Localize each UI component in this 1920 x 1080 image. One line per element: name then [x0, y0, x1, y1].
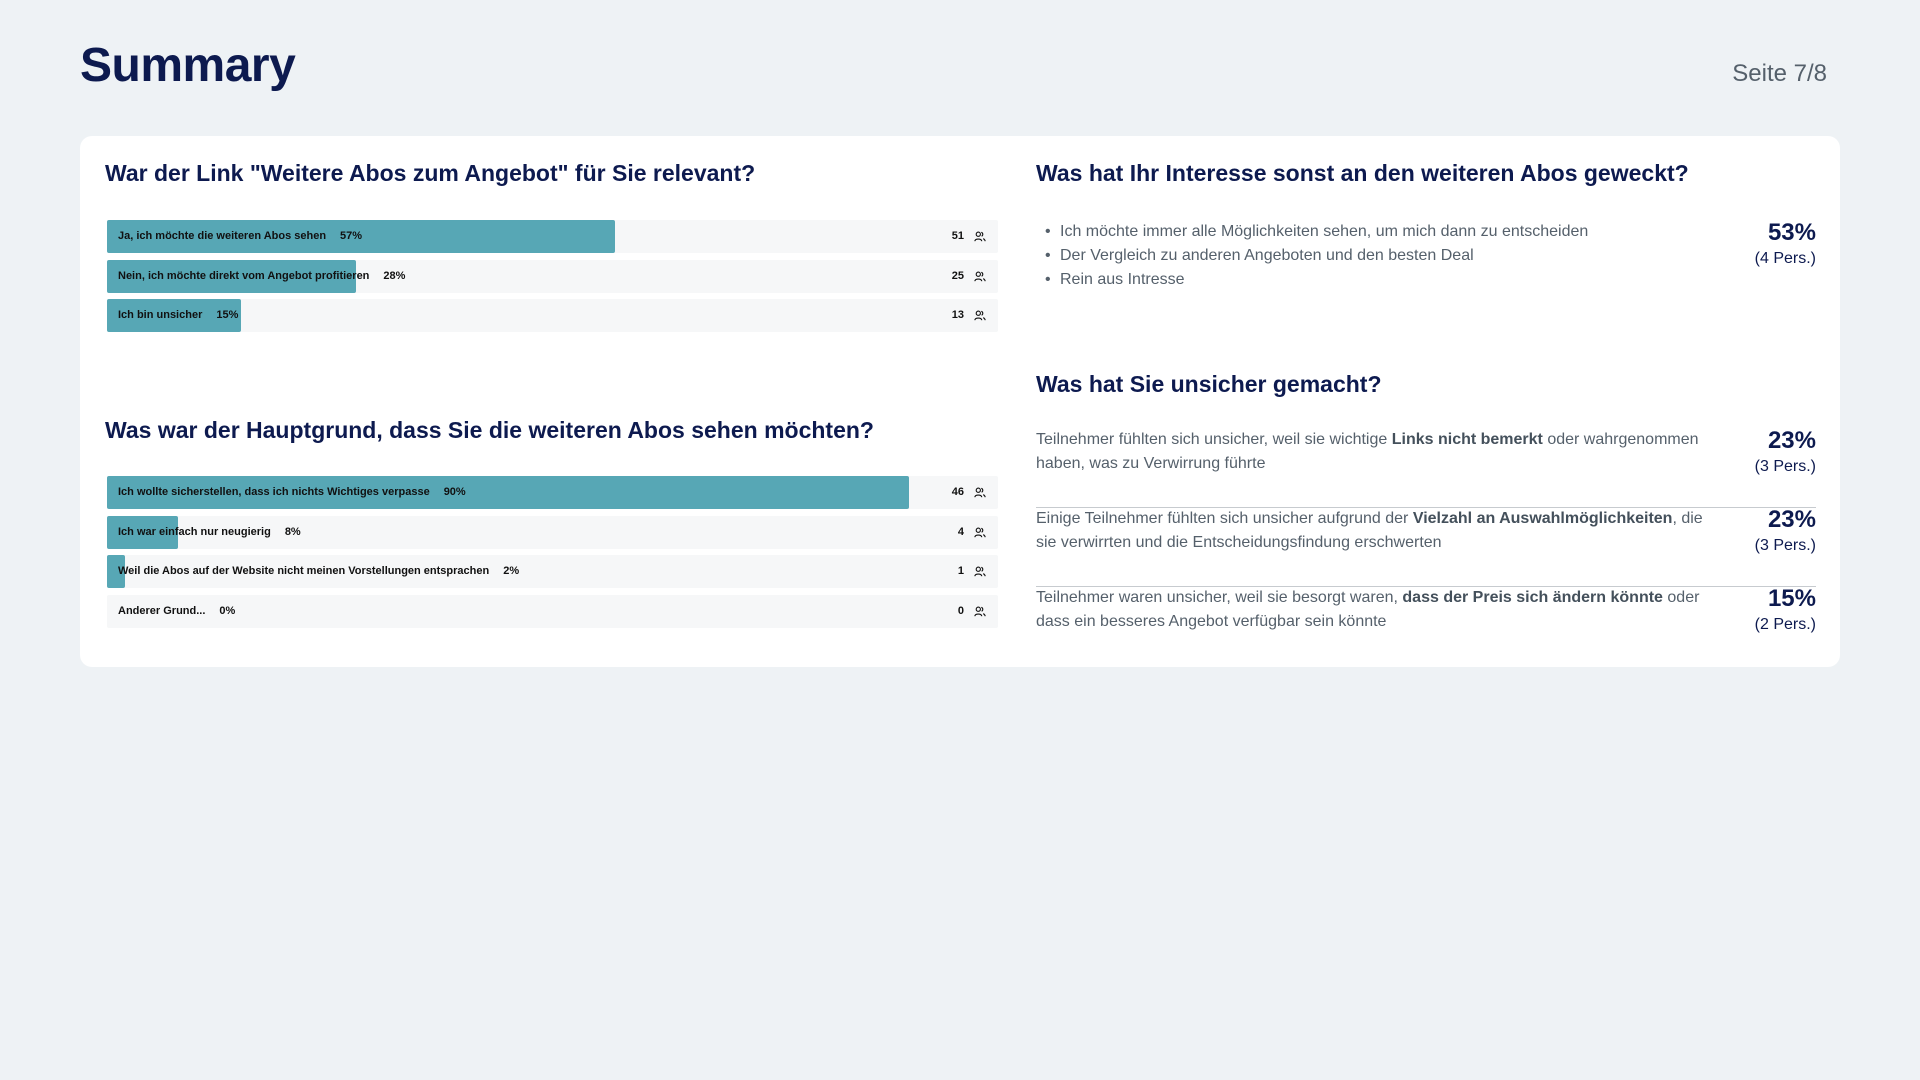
bar	[107, 220, 615, 253]
people-icon	[974, 566, 986, 577]
bar-count-label: 0	[957, 604, 964, 617]
bar-count-label: 51	[951, 230, 964, 242]
bar-percent-label: 2%	[503, 565, 520, 577]
question-interest-title: Was hat Ihr Interesse sonst an den weite…	[1036, 160, 1689, 186]
bar-label: Weil die Abos auf der Website nicht mein…	[118, 555, 519, 588]
reason-persons: (3 Pers.)	[1754, 537, 1816, 554]
interest-list-item: Ich möchte immer alle Möglichkeiten sehe…	[1036, 220, 1736, 244]
uncertain-reason: Teilnehmer fühlten sich unsicher, weil s…	[1036, 426, 1816, 508]
people-icon	[974, 310, 986, 321]
reason-stat: 23% (3 Pers.)	[1755, 505, 1816, 557]
interest-list-item: Der Vergleich zu anderen Angeboten und d…	[1036, 244, 1736, 268]
reason-persons: (3 Pers.)	[1754, 458, 1816, 475]
page-title: Summary	[80, 39, 296, 92]
reason-text: Teilnehmer fühlten sich unsicher, weil s…	[1036, 428, 1726, 476]
interest-persons: (4 Pers.)	[1754, 250, 1816, 267]
bar-percent-label: 15%	[216, 309, 239, 321]
main-reason-bar-chart: Ich wollte sicherstellen, dass ich nicht…	[107, 476, 998, 634]
page-number: Seite 7/8	[1732, 60, 1827, 87]
bar-count-label: 46	[951, 486, 964, 498]
bar-row: Nein, ich möchte direkt vom Angebot prof…	[107, 259, 998, 293]
bar-count-label: 13	[951, 309, 964, 321]
link-relevant-bar-chart: Ja, ich möchte die weiteren Abos sehen 57…	[107, 220, 998, 339]
people-icon	[974, 487, 986, 498]
question-uncertain-title: Was hat Sie unsicher gemacht?	[1036, 371, 1382, 397]
people-icon	[974, 271, 986, 282]
reason-persons: (2 Pers.)	[1754, 616, 1816, 633]
bar	[107, 476, 909, 509]
people-icon	[974, 606, 986, 617]
bar-label: Ich wollte sicherstellen, dass ich nicht…	[118, 476, 466, 509]
bar	[107, 555, 125, 588]
bar-category-label: Ich wollte sicherstellen, dass ich nicht…	[118, 486, 430, 498]
bar-category-label: Nein, ich möchte direkt vom Angebot prof…	[118, 269, 370, 282]
reason-text-pre: Einige Teilnehmer fühlten sich unsicher …	[1036, 510, 1413, 527]
reason-text-pre: Teilnehmer fühlten sich unsicher, weil s…	[1036, 431, 1392, 448]
bar-label: Ja, ich möchte die weiteren Abos sehen 57…	[118, 220, 362, 253]
bar-percent-label: 90%	[443, 486, 466, 498]
people-icon	[974, 231, 986, 242]
question-main-reason-title: Was war der Hauptgrund, dass Sie die wei…	[105, 417, 874, 443]
bar-label: Ich war einfach nur neugierig 8%	[118, 516, 301, 549]
bar-label: Anderer Grund... 0%	[118, 595, 235, 628]
reason-percent: 15%	[1767, 585, 1816, 612]
bar	[107, 515, 179, 549]
bar-label: Ich bin unsicher 15%	[118, 299, 238, 332]
bar-row: Ja, ich möchte die weiteren Abos sehen 57…	[107, 220, 998, 253]
interest-list-item: Rein aus Intresse	[1036, 268, 1736, 292]
people-icon	[974, 527, 986, 538]
bar-count-label: 1	[957, 565, 964, 577]
uncertain-reason: Einige Teilnehmer fühlten sich unsicher …	[1036, 505, 1816, 587]
interest-percent: 53%	[1767, 219, 1816, 246]
uncertain-reason: Teilnehmer waren unsicher, weil sie beso…	[1036, 584, 1816, 665]
reason-text-post: oder wahrgenommen haben, was zu Verwirru…	[1036, 431, 1699, 472]
bar-category-label: Weil die Abos auf der Website nicht mein…	[118, 565, 490, 577]
reason-text-post: oder dass ein besseres Angebot verfügbar…	[1036, 589, 1700, 630]
reason-stat: 15% (2 Pers.)	[1755, 584, 1816, 636]
reason-text-highlight: dass der Preis sich ändern könnte	[1402, 589, 1663, 606]
reason-percent: 23%	[1767, 506, 1816, 533]
interest-list: Ich möchte immer alle Möglichkeiten sehe…	[1036, 220, 1736, 292]
reason-text: Teilnehmer waren unsicher, weil sie beso…	[1036, 586, 1726, 634]
bar-percent-label: 8%	[284, 525, 301, 538]
summary-card: War der Link "Weitere Abos zum Angebot" …	[80, 136, 1840, 667]
bar-category-label: Ja, ich möchte die weiteren Abos sehen	[118, 230, 327, 242]
bar-row: Ich war einfach nur neugierig 8% 4	[107, 515, 998, 549]
bar-count-label: 25	[951, 269, 964, 282]
reason-text-post: , die sie verwirrten und die Entscheidun…	[1036, 510, 1703, 551]
bar	[107, 259, 357, 293]
bar-category-label: Ich war einfach nur neugierig	[118, 525, 271, 538]
bar-row: Ich bin unsicher 15% 13	[107, 299, 998, 332]
bar-row: Weil die Abos auf der Website nicht mein…	[107, 555, 998, 588]
bar-category-label: Ich bin unsicher	[118, 309, 203, 321]
bar-category-label: Anderer Grund...	[118, 604, 206, 617]
bar-percent-label: 57%	[340, 230, 363, 242]
question-link-relevant-title: War der Link "Weitere Abos zum Angebot" …	[105, 160, 756, 186]
reason-text-highlight: Links nicht bemerkt	[1391, 431, 1543, 448]
bar-row: Ich wollte sicherstellen, dass ich nicht…	[107, 476, 998, 509]
reason-stat: 23% (3 Pers.)	[1755, 426, 1816, 478]
reason-text-highlight: Vielzahl an Auswahlmöglichkeiten	[1412, 510, 1673, 527]
interest-stat: 53% (4 Pers.)	[1755, 218, 1816, 270]
bar-row: Anderer Grund... 0% 0	[107, 594, 998, 628]
reason-text: Einige Teilnehmer fühlten sich unsicher …	[1036, 507, 1726, 555]
reason-percent: 23%	[1767, 427, 1816, 454]
reason-text-pre: Teilnehmer waren unsicher, weil sie beso…	[1036, 589, 1403, 606]
bar-label: Nein, ich möchte direkt vom Angebot prof…	[118, 260, 405, 293]
bar-percent-label: 0%	[219, 604, 236, 617]
bar-percent-label: 28%	[383, 269, 406, 282]
bar-count-label: 4	[957, 525, 964, 538]
bar	[107, 299, 241, 332]
